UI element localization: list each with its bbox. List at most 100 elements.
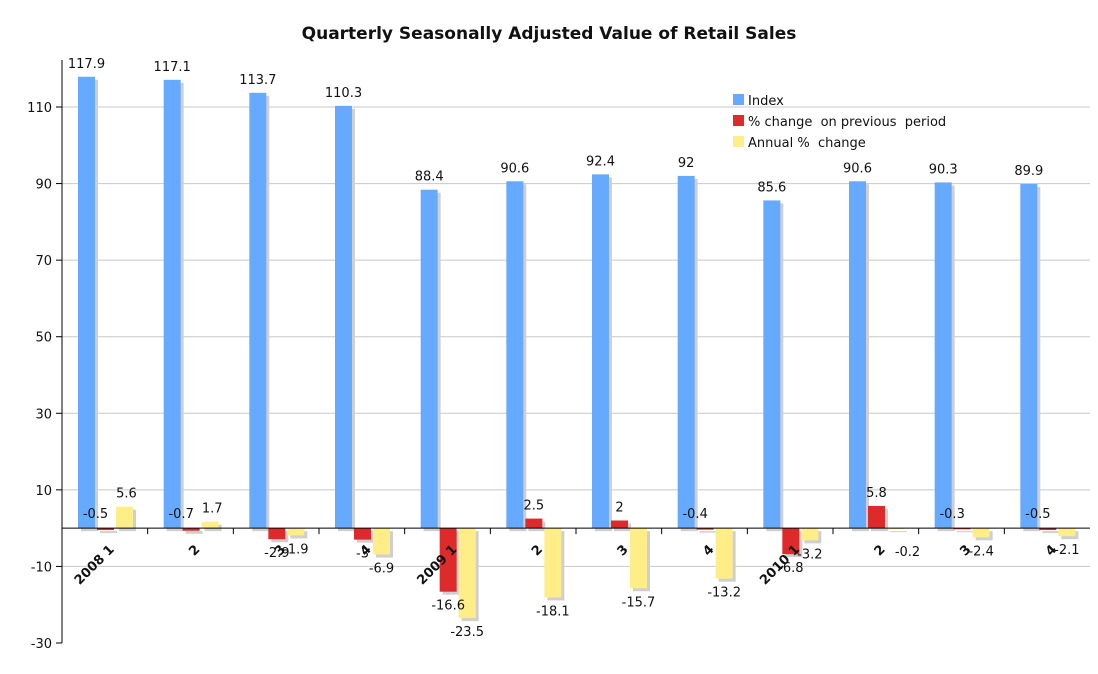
legend: Index % change on previous period Annual %… (733, 94, 946, 151)
bar-index (249, 92, 267, 529)
data-label: -2.9 (264, 546, 289, 561)
data-labels: 117.9 -0.5 5.6 117.1 -0.7 1.7 113.7 -2.9-1.9 110… (68, 57, 1080, 640)
bar-index (592, 174, 609, 529)
data-label: -2.1 (1054, 543, 1079, 558)
bar-annual-change (116, 506, 133, 529)
data-label: -0.3 (939, 507, 964, 522)
bar-shadow (890, 531, 907, 533)
bar-pct-change (953, 528, 971, 530)
data-label: -0.7 (168, 507, 193, 522)
data-label: 5.6 (116, 487, 137, 502)
bar-annual-change (287, 528, 305, 536)
bar-pct-change (97, 528, 114, 531)
x-tick-label: 2 (186, 542, 203, 559)
data-label: 5.8 (866, 486, 887, 501)
bar-pct-change (782, 528, 800, 555)
y-tick-label: -30 (31, 637, 52, 652)
legend-label: % change on previous period (748, 115, 946, 130)
bar-index (335, 105, 352, 529)
bar-annual-change (458, 528, 476, 619)
bars (78, 76, 1079, 622)
data-label: -23.5 (450, 625, 484, 640)
y-tick-label: 10 (35, 484, 52, 499)
data-label: 92 (678, 156, 695, 171)
data-label: -16.6 (431, 599, 465, 614)
x-tick-label: 2 (529, 542, 546, 559)
bar-index (763, 200, 781, 529)
x-tick-label: 2 (872, 542, 889, 559)
y-tick-label: 90 (35, 178, 52, 193)
bar-shadow (956, 531, 974, 533)
bar-annual-change (1058, 528, 1076, 537)
bar-shadow (699, 531, 717, 533)
data-label: -13.2 (707, 586, 741, 601)
bar-index (78, 76, 95, 529)
chart-title: Quarterly Seasonally Adjusted Value of R… (302, 24, 797, 44)
bar-shadow (185, 531, 203, 534)
bar-index (934, 182, 952, 529)
data-label: -3 (356, 547, 369, 562)
data-label: 88.4 (415, 170, 444, 185)
bar-annual-change (201, 521, 219, 529)
bar-index (506, 181, 524, 529)
bar-pct-change (611, 520, 628, 529)
y-tick-label: 70 (35, 254, 52, 269)
data-label: -0.5 (1025, 507, 1050, 522)
data-label: -0.5 (83, 507, 108, 522)
data-label: 110.3 (325, 86, 362, 101)
data-label: 113.7 (239, 73, 276, 88)
data-label: 92.4 (586, 154, 615, 169)
legend-label: Index (748, 94, 784, 109)
bar-shadow (1042, 531, 1060, 534)
legend-swatch (733, 94, 744, 105)
legend-swatch (733, 136, 744, 147)
bar-shadow (100, 531, 117, 534)
data-label: 89.9 (1014, 164, 1043, 179)
bar-annual-change (544, 528, 562, 598)
data-label: 90.3 (929, 162, 958, 177)
bar-pct-change (182, 528, 200, 531)
data-label: -0.4 (682, 507, 707, 522)
bar-pct-change (439, 528, 457, 592)
bar-annual-change (801, 528, 819, 541)
data-label: 2.5 (523, 499, 544, 514)
bar-pct-change (868, 505, 885, 529)
legend-label: Annual % change (748, 136, 866, 151)
x-tick-label: 4 (700, 542, 717, 559)
bar-annual-change (972, 528, 990, 538)
bar-pct-change (268, 528, 286, 540)
x-tick-label: 3 (615, 542, 632, 559)
x-tick-label: 2008 1 (72, 542, 118, 588)
bar-pct-change (1039, 528, 1057, 531)
data-label: 90.6 (500, 161, 529, 176)
bar-index (677, 175, 695, 529)
data-label: 2 (615, 500, 623, 515)
y-tick-label: 110 (27, 101, 52, 116)
data-label: -2.4 (968, 544, 993, 559)
data-label: -0.2 (895, 545, 920, 560)
data-label: 90.6 (843, 161, 872, 176)
data-label: -1.9 (283, 542, 308, 557)
data-label: -18.1 (536, 604, 570, 619)
data-label: 117.9 (68, 57, 105, 72)
bar-index (1020, 183, 1038, 529)
bar-annual-change (373, 528, 390, 555)
bar-index (849, 181, 866, 529)
legend-swatch (733, 115, 744, 126)
bar-index (420, 189, 438, 529)
data-label: -3.2 (797, 547, 822, 562)
gridlines (62, 106, 1090, 567)
data-label: -6.9 (369, 562, 394, 577)
data-label: -15.7 (622, 595, 656, 610)
bar-index (163, 79, 181, 529)
bar-pct-change (696, 528, 714, 530)
y-tick-label: -10 (31, 560, 52, 575)
data-label: 1.7 (202, 502, 223, 517)
y-tick-label: 30 (35, 407, 52, 422)
bar-annual-change (715, 528, 733, 579)
data-label: 117.1 (154, 60, 191, 75)
data-label: -6.8 (778, 561, 803, 576)
bar-annual-change (630, 528, 647, 589)
